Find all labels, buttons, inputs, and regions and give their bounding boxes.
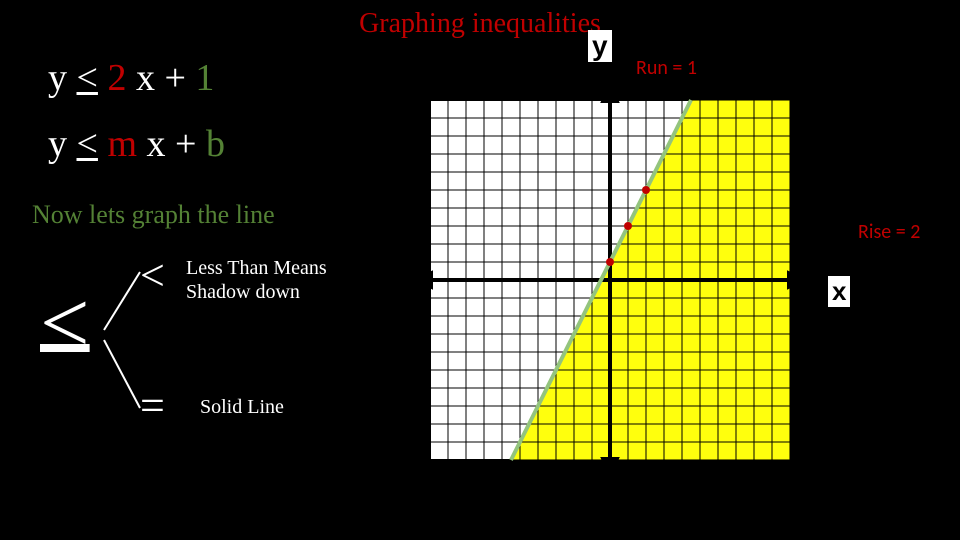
- ineq1-intercept: 1: [195, 57, 214, 99]
- ineq2-slope: m: [107, 123, 137, 165]
- lt-symbol: <: [140, 250, 165, 301]
- big-le-operator: <: [40, 280, 90, 368]
- ineq2-op: <: [77, 123, 98, 165]
- slide-title: Graphing inequalities: [0, 8, 960, 40]
- ineq2-y: y: [48, 123, 67, 165]
- graph-line-instruction: Now lets graph the line: [32, 200, 275, 230]
- lt-text-1: Less Than Means: [186, 257, 327, 279]
- ineq1-slope: 2: [107, 57, 126, 99]
- ineq1-y: y: [48, 57, 67, 99]
- inequality-2: y < m x + b: [48, 122, 225, 166]
- ineq1-mid: x +: [136, 57, 186, 99]
- inequality-1: y < 2 x + 1: [48, 56, 214, 100]
- rise-annotation: Rise = 2: [858, 220, 920, 244]
- ineq2-intercept: b: [206, 123, 225, 165]
- coordinate-graph: [410, 40, 830, 520]
- ineq1-op: <: [77, 57, 98, 99]
- eq-explanation: Solid Line: [200, 396, 284, 419]
- x-axis-label: x: [828, 276, 850, 307]
- lt-explanation: Less Than Means Shadow down: [186, 256, 327, 304]
- y-axis-label: y: [588, 30, 612, 62]
- ineq2-mid: x +: [147, 123, 206, 165]
- eq-symbol: =: [140, 380, 165, 431]
- run-annotation: Run = 1: [636, 56, 697, 80]
- lt-text-2: Shadow down: [186, 281, 300, 303]
